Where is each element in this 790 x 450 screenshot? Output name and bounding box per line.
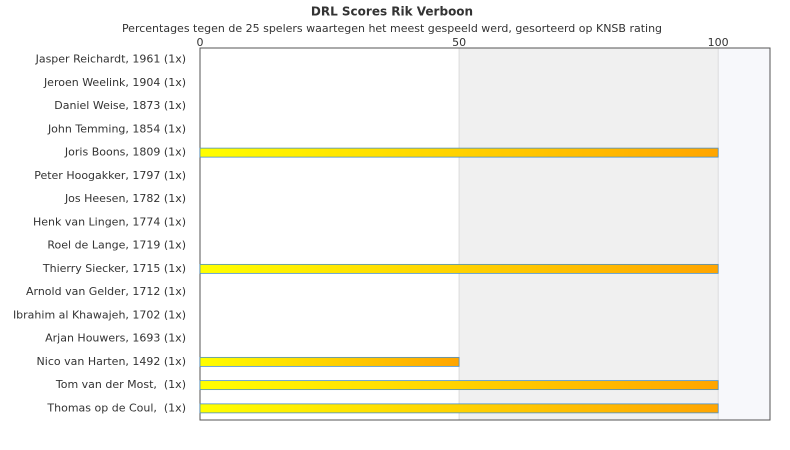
- y-tick-label: Arnold van Gelder, 1712 (1x): [26, 285, 186, 298]
- bar: [199, 147, 719, 158]
- plot-border: [199, 47, 771, 421]
- y-tick-label: Peter Hoogakker, 1797 (1x): [34, 169, 186, 182]
- y-tick-label: Arjan Houwers, 1693 (1x): [45, 332, 186, 345]
- y-tick-label: Tom van der Most, (1x): [55, 378, 186, 391]
- chart-title: DRL Scores Rik Verboon: [311, 5, 473, 19]
- bar: [199, 263, 719, 274]
- chart-subtitle: Percentages tegen de 25 spelers waartege…: [122, 22, 662, 35]
- y-tick-label: Joris Boons, 1809 (1x): [64, 146, 186, 159]
- bar: [199, 403, 719, 414]
- plot-band: [718, 48, 770, 420]
- y-tick-label: Thomas op de Coul, (1x): [46, 401, 186, 414]
- y-tick-label: Jeroen Weelink, 1904 (1x): [43, 76, 186, 89]
- x-tick-label: 50: [452, 36, 466, 49]
- y-tick-label: Daniel Weise, 1873 (1x): [54, 99, 186, 112]
- x-tick-label: 0: [197, 36, 204, 49]
- bar: [199, 356, 460, 367]
- bar: [199, 380, 719, 391]
- y-tick-label: Jasper Reichardt, 1961 (1x): [35, 53, 186, 66]
- y-tick-label: Ibrahim al Khawajeh, 1702 (1x): [13, 308, 186, 321]
- y-tick-label: John Temming, 1854 (1x): [47, 122, 186, 135]
- y-tick-label: Thierry Siecker, 1715 (1x): [42, 262, 186, 275]
- x-tick-label: 100: [708, 36, 729, 49]
- y-tick-label: Jos Heesen, 1782 (1x): [64, 192, 186, 205]
- y-tick-label: Henk van Lingen, 1774 (1x): [33, 215, 186, 228]
- y-tick-label: Roel de Lange, 1719 (1x): [47, 239, 186, 252]
- plot-band: [459, 48, 719, 420]
- y-tick-label: Nico van Harten, 1492 (1x): [37, 355, 186, 368]
